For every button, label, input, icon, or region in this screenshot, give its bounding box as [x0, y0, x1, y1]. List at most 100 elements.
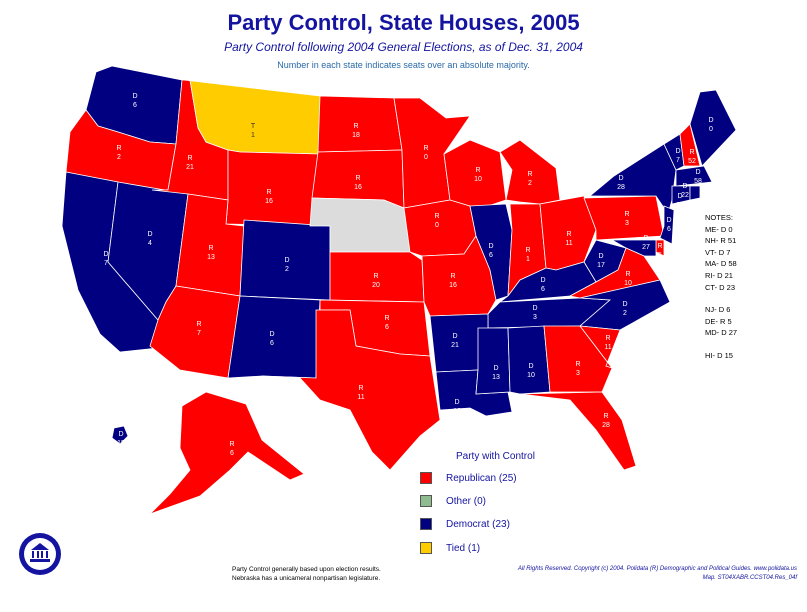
map-subtitle: Party Control following 2004 General Ele…: [224, 40, 583, 54]
state-party-label-MA: D: [695, 169, 700, 176]
state-NH: [679, 123, 701, 167]
legend-label: Republican (25): [446, 472, 517, 484]
state-party-label-CT: D: [677, 193, 682, 200]
state-party-label-TX: R: [358, 385, 363, 392]
state-party-label-MT: T: [251, 123, 256, 130]
state-seats-label-TN: 3: [533, 314, 537, 321]
state-ME: [689, 89, 737, 167]
state-party-label-WI: R: [475, 167, 480, 174]
state-seats-label-LA: 16: [453, 408, 461, 415]
legend-item-other: Other (0): [420, 494, 486, 508]
state-seats-label-NY: 28: [617, 184, 625, 191]
state-seats-label-MI: 2: [528, 180, 532, 187]
state-seats-label-GA: 3: [576, 370, 580, 377]
state-party-label-VA: R: [625, 271, 630, 278]
state-WI: [443, 139, 507, 211]
footer-left-line: Party Control generally based upon elect…: [232, 566, 381, 573]
state-seats-label-KY: 6: [541, 286, 545, 293]
state-seats-label-AK: 6: [230, 450, 234, 457]
state-party-label-SD: R: [355, 175, 360, 182]
state-party-label-AR: D: [452, 333, 457, 340]
notes-heading: NOTES:: [705, 213, 733, 222]
state-party-label-MS: D: [493, 365, 498, 372]
state-party-label-ID: R: [187, 155, 192, 162]
state-party-label-UT: R: [208, 245, 213, 252]
state-party-label-PA: R: [624, 211, 629, 218]
map-id-text: Map. ST04XABR.CCST04.Res_04f: [702, 575, 797, 581]
state-AK: [149, 391, 305, 515]
state-seats-label-VA: 10: [624, 280, 632, 287]
legend-swatch-other: [420, 495, 432, 507]
state-seats-label-CT: 23: [676, 202, 684, 209]
state-party-label-ND: R: [353, 123, 358, 130]
state-party-label-ME: D: [708, 117, 713, 124]
state-seats-label-IA: 0: [435, 222, 439, 229]
copyright-text: All Rights Reserved. Copyright (c) 2004.…: [517, 566, 797, 572]
state-TX: [261, 309, 441, 471]
legend-label: Democrat (23): [446, 518, 510, 530]
state-seats-label-IN: 1: [526, 256, 530, 263]
legend-title: Party with Control: [456, 451, 535, 462]
footer-left-line: Nebraska has a unicameral nonpartisan le…: [232, 575, 381, 582]
state-seats-label-MO: 16: [449, 282, 457, 289]
state-seats-label-TX: 11: [357, 394, 364, 401]
state-seats-label-OK: 6: [385, 324, 389, 331]
state-party-label-KY: D: [540, 277, 545, 284]
state-party-label-SC: R: [605, 335, 610, 342]
state-seats-label-PA: 3: [625, 220, 629, 227]
state-party-label-NV: D: [147, 231, 152, 238]
state-seats-label-ME: 0: [709, 126, 713, 133]
legend-swatch-democrat: [420, 518, 432, 530]
state-party-label-NH: R: [689, 149, 694, 156]
notes-panel: NOTES: ME- D 0 NH- R 51 VT- D 7 MA- D 58…: [705, 212, 737, 362]
notes-line: MD- D 27: [705, 328, 738, 338]
notes-line: NH- R 51: [705, 236, 737, 246]
notes-line: MA- D 58: [705, 259, 737, 269]
state-seats-label-UT: 13: [207, 254, 215, 261]
state-seats-label-WY: 16: [265, 198, 273, 205]
state-party-label-IA: R: [434, 213, 439, 220]
state-seats-label-FL: 28: [602, 422, 610, 429]
state-seats-label-WV: 17: [597, 262, 605, 269]
state-MA: [675, 165, 713, 187]
state-seats-label-SC: 11: [604, 344, 611, 351]
state-party-label-MD: D: [643, 235, 648, 242]
state-seats-label-KS: 20: [372, 282, 380, 289]
state-seats-label-MT: 1: [251, 132, 255, 139]
state-party-label-IL: D: [488, 243, 493, 250]
state-party-label-IN: R: [525, 247, 530, 254]
state-seats-label-RI: 22: [681, 192, 689, 199]
state-seats-label-ID: 21: [186, 164, 194, 171]
state-seats-label-OH: 11: [565, 240, 572, 247]
state-party-label-MN: R: [423, 145, 428, 152]
state-party-label-NC: D: [622, 301, 627, 308]
state-NY: [588, 143, 677, 215]
state-SC: [579, 325, 621, 369]
state-seats-label-IL: 6: [489, 252, 493, 259]
legend-item-democrat: Democrat (23): [420, 517, 510, 531]
state-PA: [583, 195, 665, 241]
legend-label: Tied (1): [446, 542, 481, 554]
state-party-label-MO: R: [450, 273, 455, 280]
state-seats-label-MS: 13: [492, 374, 500, 381]
state-party-label-RI: D: [682, 183, 687, 190]
state-party-label-NY: D: [618, 175, 623, 182]
state-party-label-TN: D: [532, 305, 537, 312]
state-seats-label-HI: 15: [117, 440, 125, 447]
notes-line: DE- R 5: [705, 316, 732, 326]
state-party-label-CO: D: [284, 257, 289, 264]
state-seats-label-MA: 58: [694, 178, 702, 185]
state-party-label-NM: D: [269, 331, 274, 338]
notes-line: NJ- D 6: [705, 305, 731, 315]
state-FL: [519, 391, 637, 471]
state-seats-label-CO: 2: [285, 266, 289, 273]
state-party-label-WY: R: [266, 189, 271, 196]
state-seats-label-NV: 4: [148, 240, 152, 247]
state-seats-label-NC: 2: [623, 310, 627, 317]
state-seats-label-WA: 6: [133, 102, 137, 109]
state-seats-label-VT: 7: [676, 157, 680, 164]
state-KY: [498, 261, 597, 303]
state-seats-label-SD: 16: [354, 184, 362, 191]
notes-line: VT- D 7: [705, 247, 731, 257]
state-party-label-AZ: R: [196, 321, 201, 328]
